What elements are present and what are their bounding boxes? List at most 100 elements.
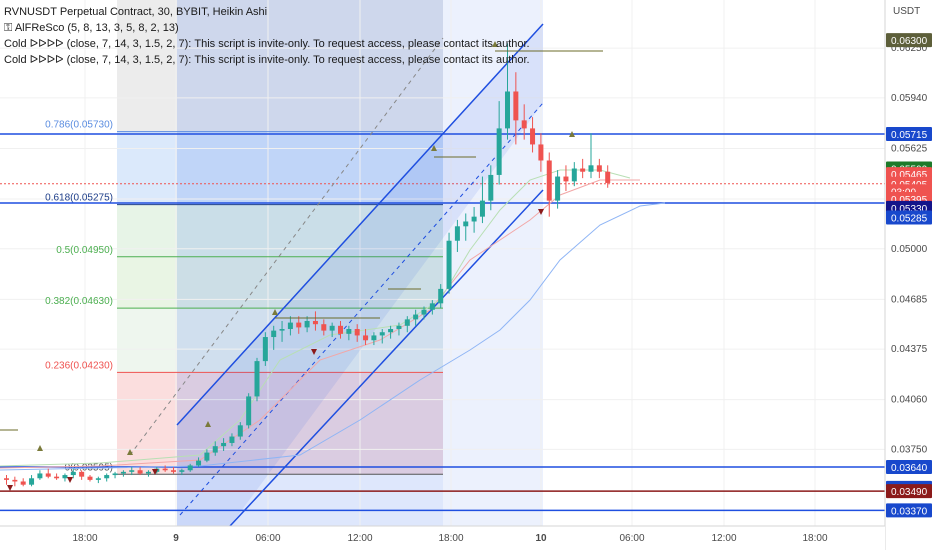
- candle-body[interactable]: [254, 361, 260, 397]
- date-range-band-2: [443, 0, 543, 526]
- candle-body[interactable]: [162, 468, 168, 471]
- candle-body[interactable]: [505, 91, 510, 129]
- indicator-alfresco[interactable]: ⚿ AlFReSco (5, 8, 13, 3, 5, 8, 2, 13): [4, 22, 179, 34]
- price-tag[interactable]: 0.03640: [886, 460, 932, 475]
- candle-body[interactable]: [279, 329, 285, 331]
- candle-body[interactable]: [212, 446, 218, 453]
- candle-body[interactable]: [371, 335, 377, 341]
- candle-body[interactable]: [446, 240, 452, 289]
- candle-body[interactable]: [229, 436, 235, 443]
- candle-body[interactable]: [530, 128, 536, 145]
- time-tick-label: 12:00: [711, 533, 736, 544]
- price-tag-label: 0.05465: [891, 170, 928, 181]
- candle-body[interactable]: [396, 325, 402, 330]
- candle-body[interactable]: [454, 226, 460, 241]
- candle-body[interactable]: [379, 332, 385, 336]
- candle-body[interactable]: [70, 471, 76, 476]
- candle-body[interactable]: [204, 452, 210, 461]
- candle-body[interactable]: [187, 465, 193, 471]
- candle-body[interactable]: [246, 396, 252, 426]
- candle-body[interactable]: [95, 478, 101, 480]
- candle-body[interactable]: [304, 320, 310, 328]
- candle-body[interactable]: [563, 176, 569, 182]
- candle-body[interactable]: [571, 168, 577, 182]
- candle-body[interactable]: [596, 165, 602, 172]
- candle-body[interactable]: [513, 91, 519, 121]
- indicator-cold-2[interactable]: Cold ᐅᐅᐅᐅ (close, 7, 14, 3, 1.5, 2, 7): …: [4, 54, 530, 66]
- fib-label: 0.5(0.04950): [56, 245, 113, 256]
- candle-body[interactable]: [404, 319, 410, 326]
- candle-body[interactable]: [321, 324, 327, 331]
- candle-body[interactable]: [555, 176, 561, 201]
- candle-body[interactable]: [538, 144, 544, 161]
- candle-body[interactable]: [338, 325, 343, 334]
- candle-body[interactable]: [354, 329, 360, 336]
- candle-body[interactable]: [179, 470, 185, 472]
- candle-body[interactable]: [421, 309, 427, 315]
- candle-body[interactable]: [221, 442, 227, 447]
- candle-body[interactable]: [546, 160, 552, 201]
- candle-body[interactable]: [605, 171, 611, 183]
- candle-body[interactable]: [271, 330, 277, 338]
- candle-body[interactable]: [296, 322, 302, 328]
- candle-body[interactable]: [129, 470, 135, 472]
- candle-body[interactable]: [588, 165, 594, 172]
- candle-body[interactable]: [196, 460, 202, 466]
- fib-label: 0.618(0.05275): [45, 193, 113, 204]
- candle-body[interactable]: [29, 478, 35, 485]
- candle-body[interactable]: [37, 473, 43, 479]
- candle-body[interactable]: [87, 476, 93, 480]
- candle-body[interactable]: [287, 322, 293, 330]
- price-tag[interactable]: 0.03490: [886, 484, 932, 499]
- chart-legend: RVNUSDT Perpetual Contract, 30, BYBIT, H…: [4, 4, 530, 68]
- price-tag-label: 0.03490: [891, 487, 928, 498]
- candle-body[interactable]: [388, 329, 394, 333]
- candle-body[interactable]: [580, 168, 586, 172]
- candle-body[interactable]: [104, 475, 110, 479]
- price-tag[interactable]: 0.05715: [886, 127, 932, 142]
- candle-body[interactable]: [363, 335, 369, 341]
- candle-body[interactable]: [171, 470, 176, 472]
- channel-median: [179, 102, 544, 516]
- candle-body[interactable]: [429, 303, 435, 310]
- price-tick-label: 0.03750: [891, 444, 928, 455]
- candle-body[interactable]: [329, 325, 335, 331]
- price-axis-bg: [885, 0, 932, 550]
- candle-body[interactable]: [79, 471, 85, 477]
- candle-body[interactable]: [346, 329, 352, 334]
- price-tag-label: 0.03370: [891, 506, 928, 517]
- candle-body[interactable]: [496, 128, 502, 175]
- candle-body[interactable]: [62, 475, 68, 479]
- date-range-band: [177, 0, 443, 526]
- channel-upper[interactable]: [176, 23, 544, 426]
- candle-body[interactable]: [145, 471, 151, 474]
- candle-body[interactable]: [438, 288, 444, 304]
- price-tag[interactable]: 0.05285: [886, 210, 932, 225]
- candle-body[interactable]: [521, 120, 527, 129]
- price-tag[interactable]: 0.03370: [886, 503, 932, 518]
- candle-body[interactable]: [20, 481, 26, 485]
- candle-body[interactable]: [479, 200, 485, 217]
- candle-body[interactable]: [312, 320, 318, 325]
- symbol-title[interactable]: RVNUSDT Perpetual Contract, 30, BYBIT, H…: [4, 6, 268, 18]
- sell-signal-marker: [152, 469, 158, 475]
- candle-body[interactable]: [137, 470, 143, 474]
- time-tick-label: 18:00: [72, 533, 97, 544]
- fib-label: 0.382(0.04630): [45, 296, 113, 307]
- candle-body[interactable]: [488, 174, 494, 201]
- candle-body[interactable]: [4, 478, 9, 480]
- candle-body[interactable]: [237, 425, 243, 437]
- candle-body[interactable]: [45, 473, 51, 477]
- candle-body[interactable]: [120, 471, 126, 474]
- candle-body[interactable]: [112, 473, 118, 476]
- candle-body[interactable]: [262, 337, 268, 362]
- price-tag[interactable]: 0.06300: [886, 33, 932, 48]
- candle-body[interactable]: [12, 479, 18, 482]
- time-tick-label: 06:00: [619, 533, 644, 544]
- candle-body[interactable]: [413, 314, 419, 320]
- candle-body[interactable]: [471, 216, 477, 222]
- indicator-cold-1[interactable]: Cold ᐅᐅᐅᐅ (close, 7, 14, 3, 1.5, 2, 7): …: [4, 38, 530, 50]
- candle-body[interactable]: [463, 221, 469, 227]
- candle-body[interactable]: [54, 476, 60, 479]
